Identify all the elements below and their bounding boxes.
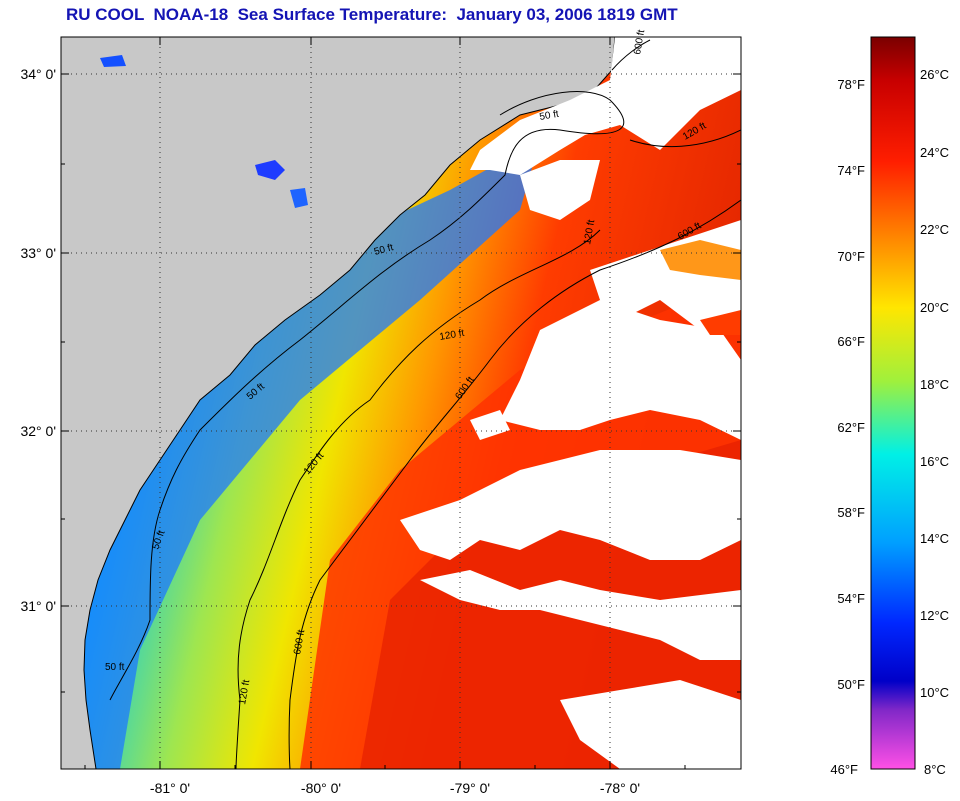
inland-lake-2: [290, 188, 308, 208]
fahrenheit-label: 66°F: [837, 334, 865, 349]
latitude-label: 32° 0': [20, 423, 56, 439]
contour-600ft: [288, 199, 741, 769]
celsius-label: 18°C: [920, 377, 949, 392]
warm-patch: [660, 240, 741, 280]
longitude-label: -81° 0': [150, 780, 190, 796]
map-gridlines: [61, 37, 741, 769]
map-area: [61, 37, 741, 769]
celsius-label: 10°C: [920, 685, 949, 700]
contour-50ft: [109, 91, 625, 701]
cloud-mask-bight: [520, 160, 600, 220]
axis-ticks: [61, 37, 741, 769]
fahrenheit-label: 70°F: [837, 249, 865, 264]
longitude-label: -78° 0': [600, 780, 640, 796]
contour-label: 120 ft: [237, 679, 252, 706]
cloud-mask-north: [470, 37, 741, 175]
contour-120ft: [235, 129, 741, 769]
longitude-label: -79° 0': [450, 780, 490, 796]
cloud-mask-small: [470, 410, 510, 440]
celsius-label: 16°C: [920, 454, 949, 469]
celsius-label: 8°C: [924, 762, 946, 777]
contour-label: 50 ft: [105, 662, 125, 673]
fahrenheit-label: 46°F: [830, 762, 858, 777]
celsius-label: 14°C: [920, 531, 949, 546]
chart-title: RU COOL NOAA-18 Sea Surface Temperature:…: [66, 5, 678, 24]
colorbar: [870, 36, 916, 770]
inland-lake-3: [100, 55, 126, 67]
longitude-label: -80° 0': [301, 780, 341, 796]
celsius-scale: 26°C 24°C 22°C 20°C 18°C 16°C 14°C 12°C …: [920, 67, 949, 777]
cloud-mask-east-4: [420, 570, 741, 660]
latitude-label: 31° 0': [20, 598, 56, 614]
contour-label: 120 ft: [582, 219, 597, 246]
fahrenheit-label: 78°F: [837, 77, 865, 92]
fahrenheit-label: 54°F: [837, 591, 865, 606]
latitude-label: 34° 0': [20, 66, 56, 82]
inland-lake-1: [255, 160, 285, 180]
celsius-label: 20°C: [920, 300, 949, 315]
contour-label: 600 ft: [632, 29, 647, 56]
warm-patch-2: [700, 310, 741, 335]
cloud-mask-east-3: [400, 450, 741, 560]
fahrenheit-label: 74°F: [837, 163, 865, 178]
celsius-label: 26°C: [920, 67, 949, 82]
cloud-mask-east-2: [500, 300, 741, 440]
fahrenheit-label: 50°F: [837, 677, 865, 692]
land-mass: [61, 37, 616, 769]
fahrenheit-scale: 78°F 74°F 70°F 66°F 62°F 58°F 54°F 50°F …: [830, 77, 865, 777]
latitude-label: 33° 0': [20, 245, 56, 261]
celsius-label: 12°C: [920, 608, 949, 623]
contour-600ft-north: [611, 39, 651, 71]
contour-label: 50 ft: [373, 242, 395, 258]
celsius-label: 24°C: [920, 145, 949, 160]
celsius-label: 22°C: [920, 222, 949, 237]
cloud-mask-southeast: [560, 680, 741, 769]
contour-label: 600 ft: [292, 629, 307, 656]
contour-label: 50 ft: [539, 109, 560, 123]
fahrenheit-label: 62°F: [837, 420, 865, 435]
coastal-cool-water: [61, 140, 540, 769]
fahrenheit-label: 58°F: [837, 505, 865, 520]
map-frame: [60, 36, 742, 770]
contour-label: 120 ft: [439, 328, 466, 343]
